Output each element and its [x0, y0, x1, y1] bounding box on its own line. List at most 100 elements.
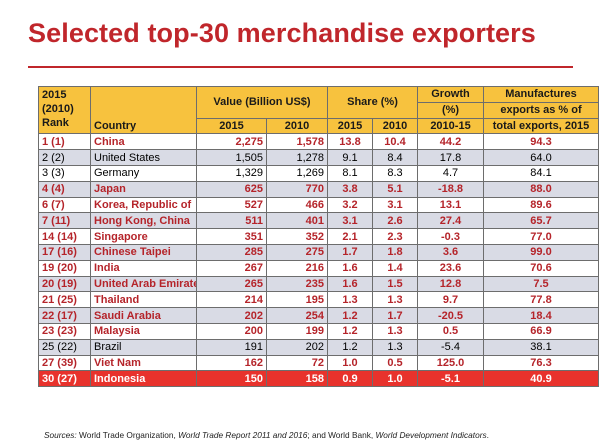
share-2015-cell: 0.9	[327, 370, 373, 388]
source-text-3: .	[486, 430, 489, 440]
growth-cell: 125.0	[417, 354, 484, 372]
share-2010-cell: 1.3	[372, 322, 418, 340]
table-row: 23 (23) Malaysia 200 199 1.2 1.3 0.5 66.…	[38, 322, 599, 340]
growth-cell: -5.1	[417, 370, 484, 388]
manuf-share-cell: 84.1	[483, 164, 599, 182]
rank-cell: 22 (17)	[38, 307, 91, 324]
growth-cell: -0.3	[417, 228, 484, 245]
table-row: 20 (19) United Arab Emirates 265 235 1.6…	[38, 275, 599, 293]
share-2010-cell: 1.8	[372, 243, 418, 261]
growth-header-line3: 2010-15	[417, 117, 484, 135]
manuf-share-cell: 7.5	[483, 275, 599, 293]
share-2010-cell: 1.0	[372, 370, 418, 388]
share-2015-cell: 1.7	[327, 243, 373, 261]
rank-cell: 14 (14)	[38, 228, 91, 245]
country-cell: Indonesia	[90, 370, 197, 388]
share-2010-cell: 5.1	[372, 180, 418, 198]
share-2010-cell: 0.5	[372, 354, 418, 372]
share-2015-cell: 1.2	[327, 307, 373, 324]
share-2015-cell: 1.2	[327, 338, 373, 356]
share-2015-cell: 3.2	[327, 196, 373, 214]
manuf-share-cell: 94.3	[483, 133, 599, 151]
value-2010-cell: 202	[266, 338, 328, 356]
exporters-table: 2015 (2010) Rank Country Value (Billion …	[38, 85, 599, 388]
share-2015-cell: 1.6	[327, 275, 373, 293]
manuf-share-cell: 88.0	[483, 180, 599, 198]
table-row: 1 (1) China 2,275 1,578 13.8 10.4 44.2 9…	[38, 133, 599, 151]
value-2015-cell: 2,275	[196, 133, 267, 151]
share-group-header: Share (%)	[327, 86, 418, 119]
value-2010-cell: 1,269	[266, 164, 328, 182]
value-2010-cell: 275	[266, 243, 328, 261]
value-2015-cell: 265	[196, 275, 267, 293]
growth-cell: 17.8	[417, 149, 484, 166]
share-2010-cell: 1.3	[372, 291, 418, 309]
value-2010-cell: 1,578	[266, 133, 328, 151]
country-header: Country	[90, 85, 197, 135]
manuf-header-line2: exports as % of	[483, 101, 599, 119]
manuf-share-cell: 76.3	[483, 354, 599, 372]
table-row: 4 (4) Japan 625 770 3.8 5.1 -18.8 88.0	[38, 180, 599, 198]
value-2010-cell: 770	[266, 180, 328, 198]
share-2015-cell: 2.1	[327, 228, 373, 245]
share-2010-cell: 1.7	[372, 307, 418, 324]
rank-cell: 17 (16)	[38, 243, 91, 261]
table-row: 7 (11) Hong Kong, China 511 401 3.1 2.6 …	[38, 212, 599, 230]
rank-cell: 25 (22)	[38, 338, 91, 356]
value-2015-cell: 625	[196, 180, 267, 198]
manuf-share-cell: 77.8	[483, 291, 599, 309]
share-2010-cell: 1.3	[372, 338, 418, 356]
rank-cell: 6 (7)	[38, 196, 91, 214]
manuf-share-cell: 18.4	[483, 307, 599, 324]
value-2010-cell: 235	[266, 275, 328, 293]
manuf-share-cell: 40.9	[483, 370, 599, 388]
rank-header: 2015 (2010) Rank	[38, 85, 91, 135]
share-2010-cell: 3.1	[372, 196, 418, 214]
value-2015-cell: 267	[196, 259, 267, 277]
table-row: 6 (7) Korea, Republic of 527 466 3.2 3.1…	[38, 196, 599, 214]
value-2015-cell: 214	[196, 291, 267, 309]
manuf-share-cell: 38.1	[483, 338, 599, 356]
country-cell: United States	[90, 149, 197, 166]
value-2010-cell: 254	[266, 307, 328, 324]
table-row: 27 (39) Viet Nam 162 72 1.0 0.5 125.0 76…	[38, 354, 599, 372]
value-2010-header: 2010	[266, 117, 328, 135]
value-2015-cell: 285	[196, 243, 267, 261]
growth-cell: 23.6	[417, 259, 484, 277]
growth-cell: -18.8	[417, 180, 484, 198]
source-text-1: World Trade Organization,	[76, 430, 179, 440]
share-2015-header: 2015	[327, 117, 373, 135]
rank-cell: 7 (11)	[38, 212, 91, 230]
growth-cell: 0.5	[417, 322, 484, 340]
share-2015-cell: 1.0	[327, 354, 373, 372]
manuf-share-cell: 66.9	[483, 322, 599, 340]
rank-header-line2: (2010)	[42, 103, 74, 115]
growth-cell: 3.6	[417, 243, 484, 261]
growth-header-line2: (%)	[417, 101, 484, 119]
share-2015-cell: 1.6	[327, 259, 373, 277]
country-cell: China	[90, 133, 197, 151]
country-cell: Singapore	[90, 228, 197, 245]
source-text-2: ; and World Bank,	[307, 430, 376, 440]
manuf-share-cell: 77.0	[483, 228, 599, 245]
share-2010-cell: 2.6	[372, 212, 418, 230]
value-2015-cell: 1,329	[196, 164, 267, 182]
slide-title: Selected top-30 merchandise exporters	[28, 18, 536, 48]
value-2015-cell: 162	[196, 354, 267, 372]
country-cell: India	[90, 259, 197, 277]
title-divider	[28, 66, 573, 68]
value-2010-cell: 216	[266, 259, 328, 277]
rank-cell: 27 (39)	[38, 354, 91, 372]
rank-cell: 21 (25)	[38, 291, 91, 309]
rank-cell: 20 (19)	[38, 275, 91, 293]
table-row: 22 (17) Saudi Arabia 202 254 1.2 1.7 -20…	[38, 307, 599, 324]
value-2015-header: 2015	[196, 117, 267, 135]
source-report-title: World Trade Report 2011 and 2016	[178, 430, 308, 440]
value-2010-cell: 72	[266, 354, 328, 372]
share-2015-cell: 1.2	[327, 322, 373, 340]
value-2015-cell: 202	[196, 307, 267, 324]
table-header-row: 2015 (2010) Rank Country Value (Billion …	[38, 85, 599, 135]
value-2015-cell: 527	[196, 196, 267, 214]
share-2010-cell: 8.3	[372, 164, 418, 182]
rank-cell: 30 (27)	[38, 370, 91, 388]
